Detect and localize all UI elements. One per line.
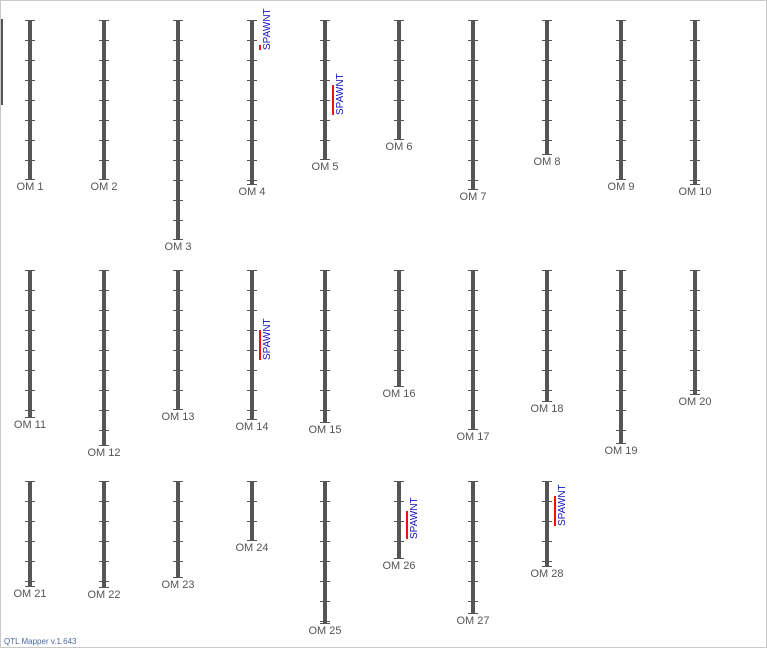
linkage-group-label: OM 15: [308, 424, 341, 436]
chromosome-bar: [28, 270, 32, 418]
chromosome-bar: [323, 481, 327, 624]
linkage-group-label: OM 26: [382, 560, 415, 572]
linkage-group-label: OM 20: [678, 396, 711, 408]
linkage-group: OM 11: [14, 270, 46, 431]
linkage-group: OM 1: [17, 20, 44, 193]
qtl-label: SPAWNT: [262, 8, 273, 50]
linkage-group-label: OM 24: [235, 542, 268, 554]
linkage-group: OM 3: [165, 20, 192, 253]
linkage-group: OM 25: [308, 481, 342, 637]
linkage-group: OM 14 SPAWNT: [235, 270, 273, 433]
linkage-group-label: OM 21: [13, 588, 46, 600]
linkage-group-label: OM 9: [608, 181, 635, 193]
chromosome-bar: [176, 270, 180, 410]
linkage-group-label: OM 14: [235, 421, 268, 433]
chromosome-bar: [545, 481, 549, 567]
linkage-group: OM 23: [161, 481, 195, 591]
chromosome-bar: [545, 20, 549, 155]
linkage-group: OM 13: [161, 270, 195, 423]
chromosome-bar: [250, 20, 254, 185]
linkage-group: OM 5 SPAWNT: [312, 20, 346, 173]
linkage-group-label: OM 6: [386, 141, 413, 153]
linkage-group-label: OM 3: [165, 241, 192, 253]
qtl-label: SPAWNT: [262, 318, 273, 360]
linkage-group-label: OM 8: [534, 156, 561, 168]
linkage-group-label: OM 25: [308, 625, 341, 637]
linkage-group: OM 26 SPAWNT: [382, 481, 420, 572]
chromosome-bar: [102, 270, 106, 446]
linkage-group-label: OM 22: [87, 589, 120, 601]
left-edge-marker: [1, 19, 3, 105]
linkage-group: OM 28 SPAWNT: [530, 481, 568, 580]
chromosome-bar: [471, 20, 475, 190]
linkage-group-label: OM 19: [604, 445, 637, 457]
qtl-label: SPAWNT: [557, 484, 568, 526]
linkage-group-label: OM 23: [161, 579, 194, 591]
chromosome-bar: [28, 481, 32, 587]
linkage-group-label: OM 16: [382, 388, 415, 400]
chromosome-bar: [471, 481, 475, 614]
linkage-group-label: OM 18: [530, 403, 563, 415]
qtl-label: SPAWNT: [409, 497, 420, 539]
linkage-group-label: OM 2: [91, 181, 118, 193]
linkage-group-label: OM 17: [456, 431, 489, 443]
linkage-group-label: OM 7: [460, 191, 487, 203]
chromosome-bar: [693, 270, 697, 395]
linkage-group: OM 9: [608, 20, 635, 193]
linkage-group-label: OM 10: [678, 186, 711, 198]
linkage-group: OM 7: [460, 20, 487, 203]
chromosome-bar: [176, 481, 180, 578]
chromosome-bar: [397, 270, 401, 387]
linkage-group: OM 10: [678, 20, 712, 198]
linkage-group: OM 21: [13, 481, 47, 600]
linkage-group-label: OM 1: [17, 181, 44, 193]
linkage-group-label: OM 12: [87, 447, 120, 459]
linkage-group: OM 17: [456, 270, 490, 443]
linkage-group: OM 8: [534, 20, 561, 168]
linkage-group-label: OM 13: [161, 411, 194, 423]
chromosome-bar: [619, 270, 623, 444]
chromosome-bar: [250, 481, 254, 541]
linkage-group: OM 22: [87, 481, 121, 601]
chromosome-bar: [693, 20, 697, 185]
linkage-group: OM 15: [308, 270, 342, 436]
linkage-group: OM 20: [678, 270, 712, 408]
chromosome-bar: [397, 481, 401, 559]
linkage-group: OM 18: [530, 270, 564, 415]
chromosome-bar: [323, 20, 327, 160]
linkage-group-label: OM 27: [456, 615, 489, 627]
chromosome-bar: [250, 270, 254, 420]
linkage-group: OM 4 SPAWNT: [239, 8, 273, 198]
linkage-group: OM 6: [386, 20, 413, 153]
chromosome-bar: [176, 20, 180, 240]
linkage-group: OM 16: [382, 270, 416, 400]
qtl-label: SPAWNT: [335, 73, 346, 115]
chromosome-bar: [102, 481, 106, 588]
linkage-group: OM 12: [87, 270, 121, 459]
linkage-group-label: OM 28: [530, 568, 563, 580]
version-text: QTL Mapper v.1.643: [4, 637, 77, 646]
chromosome-bar: [323, 270, 327, 423]
linkage-group: OM 19: [604, 270, 638, 457]
linkage-group-label: OM 4: [239, 186, 266, 198]
linkage-group: OM 24: [235, 481, 269, 554]
linkage-group: OM 27: [456, 481, 490, 627]
linkage-group-label: OM 5: [312, 161, 339, 173]
linkage-group-label: OM 11: [14, 419, 46, 431]
linkage-group: OM 2: [91, 20, 118, 193]
chromosome-bar: [545, 270, 549, 402]
